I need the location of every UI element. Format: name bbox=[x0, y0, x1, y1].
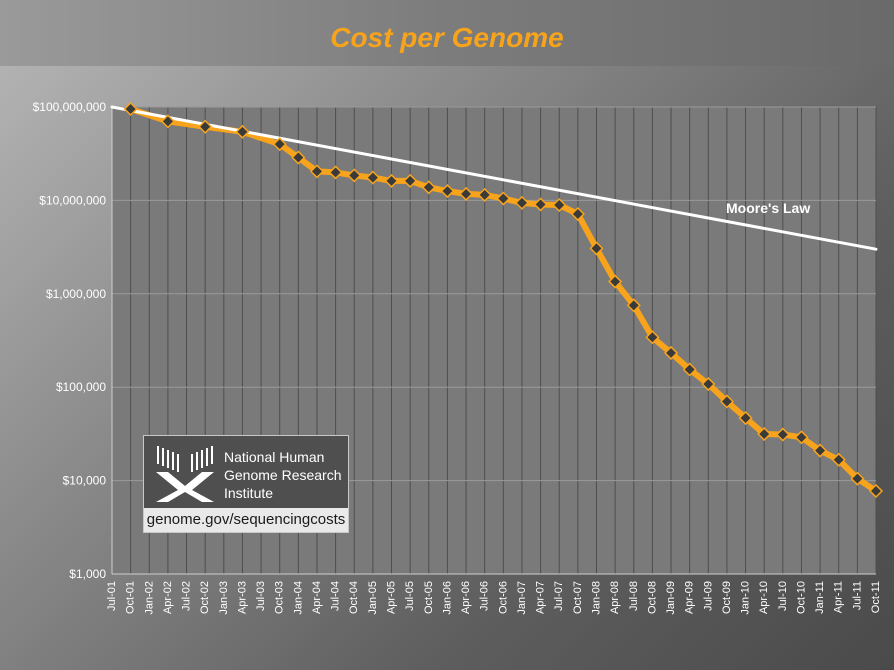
data-point-marker bbox=[533, 197, 548, 212]
y-tick-label: $10,000,000 bbox=[39, 193, 106, 207]
y-tick-label: $1,000,000 bbox=[46, 287, 106, 301]
data-point-marker bbox=[775, 427, 790, 442]
x-tick-label: Apr-04 bbox=[311, 581, 323, 614]
x-tick-label: Jan-04 bbox=[292, 581, 304, 615]
x-tick-label: Jul-11 bbox=[851, 581, 863, 610]
x-tick-label: Oct-09 bbox=[721, 581, 733, 614]
chart-title: Cost per Genome bbox=[330, 22, 564, 53]
title-band bbox=[0, 0, 894, 66]
x-tick-label: Jan-08 bbox=[590, 581, 602, 615]
y-tick-label: $100,000 bbox=[56, 380, 106, 394]
data-point-marker bbox=[365, 170, 380, 185]
x-tick-label: Apr-02 bbox=[162, 581, 174, 614]
data-point-marker bbox=[794, 430, 809, 445]
x-tick-label: Apr-09 bbox=[684, 581, 696, 614]
moores-law-label: Moore's Law bbox=[726, 200, 810, 216]
data-point-marker bbox=[719, 394, 734, 409]
data-point-marker bbox=[347, 168, 362, 183]
x-tick-label: Apr-10 bbox=[758, 581, 770, 614]
x-tick-label: Oct-03 bbox=[274, 581, 286, 614]
data-point-marker bbox=[813, 443, 828, 458]
data-point-marker bbox=[235, 124, 250, 139]
tick-labels: $1,000 $10,000 $100,000 $1,000,000 $10,000,0… bbox=[33, 100, 882, 615]
data-point-marker bbox=[738, 410, 753, 426]
data-point-marker bbox=[477, 187, 492, 202]
data-point-marker bbox=[663, 345, 679, 360]
data-point-marker bbox=[831, 452, 846, 467]
x-tick-label: Apr-06 bbox=[460, 581, 472, 614]
y-tick-label: $100,000,000 bbox=[33, 100, 107, 114]
org-name-line-1: National Human bbox=[224, 449, 325, 465]
x-tick-label: Jul-10 bbox=[777, 581, 789, 611]
x-tick-label: Jul-06 bbox=[479, 581, 491, 611]
x-tick-label: Jan-09 bbox=[665, 581, 677, 615]
x-tick-label: Oct-11 bbox=[870, 581, 882, 613]
y-tick-label: $10,000 bbox=[63, 474, 107, 488]
data-point-marker bbox=[645, 330, 660, 345]
x-tick-label: Jul-03 bbox=[255, 581, 267, 611]
x-tick-label: Apr-07 bbox=[535, 581, 547, 614]
x-tick-label: Oct-05 bbox=[423, 581, 435, 614]
data-point-marker bbox=[291, 150, 306, 165]
data-point-marker bbox=[421, 180, 436, 195]
x-tick-label: Jul-08 bbox=[628, 581, 640, 611]
data-point-marker bbox=[608, 274, 623, 289]
x-tick-label: Jul-04 bbox=[330, 581, 342, 611]
org-name-line-3: Institute bbox=[224, 485, 274, 501]
data-point-marker bbox=[328, 165, 343, 180]
data-point-marker bbox=[626, 298, 641, 313]
marker-layer bbox=[123, 101, 884, 499]
data-point-marker bbox=[682, 362, 697, 377]
data-point-marker bbox=[440, 184, 455, 199]
x-tick-label: Apr-08 bbox=[609, 581, 621, 614]
x-tick-label: Jul-02 bbox=[181, 581, 193, 611]
x-tick-label: Jan-06 bbox=[441, 581, 453, 615]
x-tick-label: Oct-08 bbox=[646, 581, 658, 614]
data-point-marker bbox=[514, 195, 530, 210]
data-point-marker bbox=[384, 173, 399, 188]
x-tick-label: Oct-01 bbox=[125, 581, 137, 614]
y-tick-label: $1,000 bbox=[69, 567, 106, 581]
data-point-marker bbox=[160, 114, 175, 129]
x-tick-label: Apr-11 bbox=[833, 581, 845, 613]
data-point-marker bbox=[868, 483, 884, 499]
x-tick-label: Jan-05 bbox=[367, 581, 379, 615]
data-point-marker bbox=[850, 471, 865, 486]
x-tick-label: Jan-10 bbox=[740, 581, 752, 615]
data-point-marker bbox=[552, 197, 567, 213]
x-tick-label: Jul-09 bbox=[702, 581, 714, 611]
data-point-marker bbox=[757, 426, 772, 442]
x-tick-label: Jan-02 bbox=[143, 581, 155, 615]
data-point-marker bbox=[198, 119, 213, 134]
x-tick-label: Jan-07 bbox=[516, 581, 528, 615]
x-tick-label: Jul-05 bbox=[404, 581, 416, 611]
data-point-marker bbox=[403, 173, 418, 188]
data-point-marker bbox=[570, 206, 585, 222]
x-tick-label: Jul-07 bbox=[553, 581, 565, 611]
x-tick-label: Apr-03 bbox=[236, 581, 248, 614]
nhgri-emblem-icon bbox=[156, 446, 214, 502]
data-point-marker bbox=[309, 164, 325, 179]
x-tick-label: Apr-05 bbox=[386, 581, 398, 614]
axes bbox=[111, 107, 876, 575]
x-tick-label: Oct-04 bbox=[348, 581, 360, 614]
data-point-marker bbox=[496, 191, 511, 206]
org-name-line-2: Genome Research bbox=[224, 467, 342, 483]
sequencing-costs-url: genome.gov/sequencingcosts bbox=[144, 508, 348, 532]
x-tick-label: Jul-01 bbox=[106, 581, 118, 611]
x-tick-label: Oct-07 bbox=[572, 581, 584, 614]
data-point-marker bbox=[458, 186, 474, 201]
x-tick-label: Jan-11 bbox=[814, 581, 826, 614]
data-point-marker bbox=[701, 376, 716, 392]
data-point-marker bbox=[589, 241, 604, 256]
x-tick-label: Oct-02 bbox=[199, 581, 211, 614]
data-point-marker bbox=[123, 101, 138, 117]
data-point-marker bbox=[272, 137, 287, 152]
x-tick-label: Oct-10 bbox=[795, 581, 807, 614]
x-tick-label: Jan-03 bbox=[218, 581, 230, 615]
nhgri-logo-box: National Human Genome Research Institute… bbox=[143, 435, 349, 533]
x-tick-label: Oct-06 bbox=[497, 581, 509, 614]
